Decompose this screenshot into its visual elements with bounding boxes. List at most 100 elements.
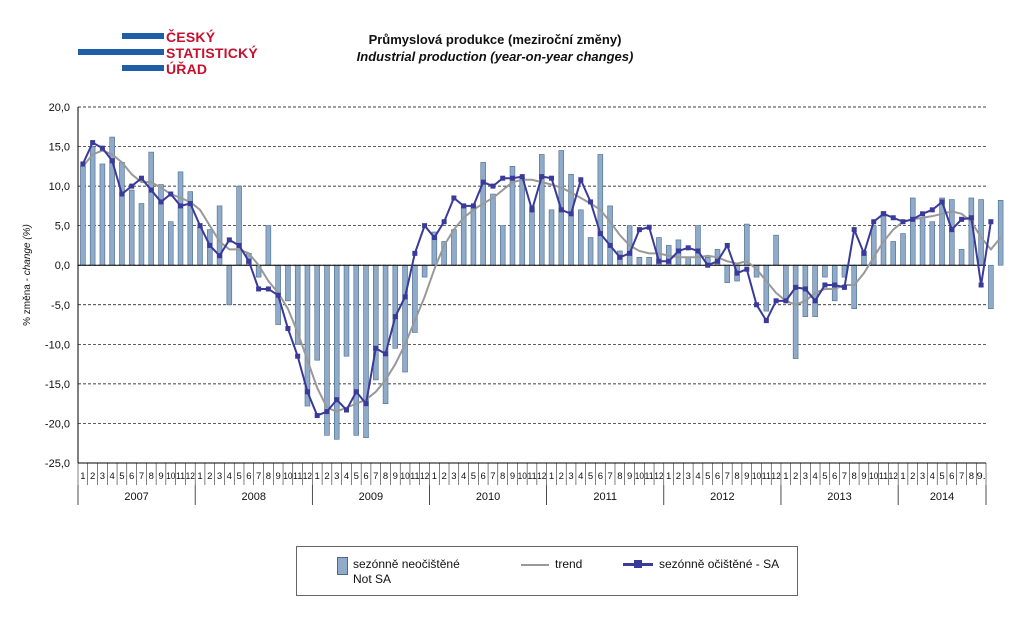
x-month-label: 6 xyxy=(598,471,603,482)
bar xyxy=(470,205,477,266)
y-tick-label: -10,0 xyxy=(45,339,70,351)
bar xyxy=(177,171,184,266)
bar xyxy=(607,205,613,266)
sa-marker xyxy=(373,345,379,351)
sa-marker xyxy=(627,250,633,256)
sa-marker xyxy=(480,179,486,185)
x-month-label: 3 xyxy=(686,471,691,482)
x-month-label: 12 xyxy=(420,471,429,482)
x-year-label: 2013 xyxy=(827,491,851,503)
sa-marker xyxy=(285,326,291,332)
sa-marker xyxy=(734,270,740,276)
bar xyxy=(851,264,857,310)
x-month-label: 5 xyxy=(354,471,359,482)
x-month-label: 6 xyxy=(129,471,134,482)
y-tick-label: -5,0 xyxy=(51,300,70,312)
sa-marker xyxy=(168,191,174,197)
sa-marker xyxy=(754,302,760,308)
y-tick-label: -15,0 xyxy=(45,379,70,391)
bar xyxy=(363,264,369,438)
sa-marker xyxy=(402,294,408,300)
x-month-label: 2 xyxy=(324,471,329,482)
x-month-label: 1 xyxy=(666,471,671,482)
y-tick-label: 20,0 xyxy=(49,102,70,114)
sa-marker xyxy=(607,242,613,248)
sa-marker xyxy=(597,231,603,237)
sa-marker xyxy=(695,248,701,254)
x-month-label: 10 xyxy=(518,471,527,482)
sa-marker xyxy=(880,211,886,217)
bar xyxy=(900,233,906,266)
bar xyxy=(929,221,936,266)
bar xyxy=(763,264,770,312)
y-axis-label: % změna - change (%) xyxy=(22,224,33,326)
sa-marker xyxy=(558,207,564,213)
y-tick-label: -20,0 xyxy=(45,418,70,430)
sa-marker xyxy=(890,215,896,221)
sa-marker xyxy=(871,219,877,225)
sa-marker xyxy=(675,248,681,254)
sa-marker xyxy=(500,175,506,181)
legend-bar-label-en: Not SA xyxy=(353,572,392,586)
sa-marker xyxy=(949,227,955,233)
x-month-label: 9 xyxy=(627,471,632,482)
x-month-label: 2 xyxy=(559,471,564,482)
sa-marker xyxy=(773,298,779,304)
y-tick-label: 0,0 xyxy=(55,260,70,272)
sa-marker xyxy=(636,227,642,233)
x-month-label: 4 xyxy=(812,471,817,482)
sa-marker xyxy=(461,203,467,209)
sa-marker xyxy=(832,282,838,288)
sa-marker xyxy=(519,174,525,180)
x-month-label: 12 xyxy=(889,471,898,482)
x-month-label: 1 xyxy=(315,471,320,482)
bar xyxy=(792,264,799,359)
sa-marker xyxy=(265,286,271,292)
sa-marker xyxy=(783,298,789,304)
x-year-label: 2011 xyxy=(593,491,617,503)
x-month-label: 10 xyxy=(752,471,761,482)
sa-marker xyxy=(578,177,584,183)
sa-marker xyxy=(666,258,672,264)
x-year-label: 2014 xyxy=(930,491,954,503)
bar xyxy=(168,221,174,266)
x-month-label: 1 xyxy=(197,471,202,482)
x-year-label: 2008 xyxy=(241,491,265,503)
bar xyxy=(119,162,125,266)
sa-marker xyxy=(353,389,359,395)
x-month-label: 10 xyxy=(283,471,292,482)
bar xyxy=(285,264,291,302)
sa-marker xyxy=(715,258,721,264)
chart-title-cz: Průmyslová produkce (meziroční změny) xyxy=(368,32,622,47)
bar xyxy=(773,234,779,266)
sa-marker xyxy=(324,409,330,415)
sa-marker xyxy=(851,227,857,233)
x-month-label: 7 xyxy=(725,471,730,482)
x-month-label: 10 xyxy=(400,471,409,482)
x-month-label: 3 xyxy=(100,471,105,482)
sa-marker xyxy=(529,207,535,213)
sa-marker xyxy=(295,353,301,359)
bar xyxy=(997,200,1004,266)
x-month-label: 3 xyxy=(451,471,456,482)
bar xyxy=(236,185,242,266)
x-month-label: 4 xyxy=(344,471,349,482)
sa-marker xyxy=(197,223,203,229)
sa-marker xyxy=(978,282,984,288)
sa-marker xyxy=(275,292,281,298)
sa-marker xyxy=(705,262,711,268)
bar xyxy=(568,173,574,266)
sa-marker xyxy=(334,397,340,403)
sa-marker xyxy=(90,140,96,146)
bar xyxy=(695,225,701,266)
x-month-label: 7 xyxy=(959,471,964,482)
csu-logo: ČESKÝ STATISTICKÝ ÚŘAD xyxy=(78,30,278,80)
sa-marker xyxy=(158,199,164,205)
x-month-label: 8 xyxy=(969,471,974,482)
x-month-label: 12 xyxy=(537,471,546,482)
y-tick-label: -25,0 xyxy=(45,458,70,470)
sa-marker xyxy=(617,254,623,260)
x-month-label: 9 xyxy=(393,471,398,482)
x-month-label: 9 xyxy=(861,471,866,482)
bar xyxy=(636,257,643,266)
